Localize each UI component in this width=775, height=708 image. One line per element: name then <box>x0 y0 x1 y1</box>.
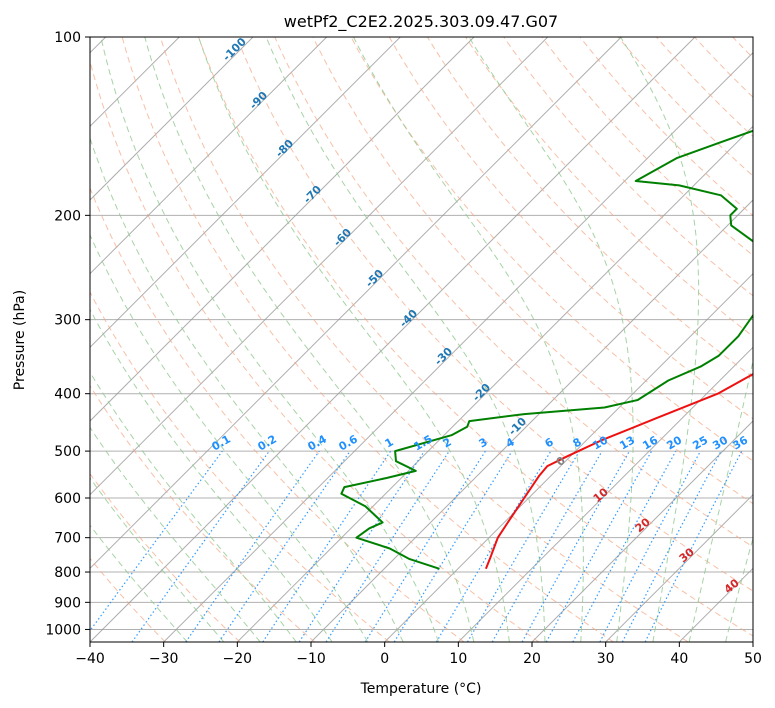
x-tick-label: 20 <box>523 651 541 667</box>
y-tick-label: 700 <box>54 531 81 547</box>
moist-adiabat-line <box>90 233 369 642</box>
moist-adiabat-line <box>353 37 584 642</box>
moist-adiabat-line <box>90 524 188 642</box>
x-tick-label: −10 <box>296 651 326 667</box>
x-tick-label: −40 <box>75 651 105 667</box>
mixing-ratio-line <box>644 450 743 642</box>
y-tick-label: 300 <box>54 313 81 329</box>
moist-adiabat-line <box>144 37 475 642</box>
dry-adiabat-line <box>312 37 753 505</box>
y-tick-label: 900 <box>54 595 81 611</box>
mixing-ratio-line <box>131 450 270 642</box>
isotherm-line <box>90 37 696 642</box>
moist-adiabat-line <box>90 426 261 642</box>
y-tick-label: 1000 <box>45 622 81 638</box>
y-tick-label: 400 <box>54 387 81 403</box>
moist-adiabat-line <box>688 358 753 642</box>
dry-adiabat-line <box>236 37 753 592</box>
moist-adiabat-line <box>265 37 546 642</box>
y-axis-label: Pressure (hPa) <box>12 290 28 390</box>
dewpoint-profile-line <box>340 129 753 570</box>
plot-frame <box>89 36 754 643</box>
dry-adiabat-line <box>465 37 753 338</box>
moist-adiabat-line <box>90 136 404 642</box>
moist-adiabat-line <box>100 37 439 642</box>
moist-adiabat-line <box>620 37 700 642</box>
x-tick-label: 0 <box>380 651 389 667</box>
isotherm-line <box>163 51 753 642</box>
moist-adiabat-line <box>198 37 510 642</box>
isotherm-line <box>605 493 753 642</box>
dry-adiabat-line <box>503 37 753 297</box>
background-lines <box>90 37 753 642</box>
mixing-ratio-line <box>545 450 653 642</box>
y-tick-label: 100 <box>54 30 81 46</box>
x-tick-label: −30 <box>149 651 179 667</box>
x-tick-label: 50 <box>744 651 762 667</box>
isotherm-line <box>90 37 328 275</box>
x-axis: −40 −30 −20 −10 0 10 20 30 40 50 <box>75 642 762 667</box>
y-tick-label: 500 <box>54 444 81 460</box>
isotherm-line <box>310 199 753 642</box>
mixing-ratio-line <box>521 450 631 642</box>
dry-adiabat-line <box>90 384 316 642</box>
dry-adiabat-line <box>90 59 540 642</box>
dry-adiabat-line <box>121 37 614 642</box>
dry-adiabat-line <box>90 472 241 642</box>
dry-adiabat-line <box>426 37 753 379</box>
mixing-ratio-line <box>393 450 513 642</box>
x-tick-label: 40 <box>670 651 688 667</box>
dry-adiabat-line <box>388 37 753 420</box>
x-tick-label: −20 <box>223 651 253 667</box>
dry-adiabat-line <box>90 186 465 642</box>
isotherm-line <box>531 420 753 642</box>
mixing-ratio-line <box>185 450 320 642</box>
dry-adiabat-line <box>90 291 390 642</box>
mixing-ratio-line <box>262 450 392 642</box>
isotherm-line <box>457 346 753 642</box>
isotherm-line <box>90 37 254 201</box>
series-layer <box>340 129 753 570</box>
moist-adiabat-line <box>90 308 333 642</box>
mixing-ratio-line <box>298 450 425 642</box>
y-tick-label: 800 <box>54 565 81 581</box>
dry-adiabat-line <box>274 37 753 548</box>
mixing-ratio-line <box>218 450 351 642</box>
isotherm-line <box>90 37 475 422</box>
isotherm-line <box>384 272 753 642</box>
y-tick-label: 600 <box>54 491 81 507</box>
mixing-ratio-line <box>572 450 677 642</box>
isotherm-line <box>90 37 401 349</box>
isotherm-line <box>90 37 549 496</box>
y-axis: 100 200 300 400 500 600 700 800 900 1000 <box>45 30 90 638</box>
mixing-ratio-line <box>90 450 223 632</box>
moist-adiabat-line <box>90 371 297 642</box>
x-tick-label: 30 <box>597 651 615 667</box>
moist-adiabat-line <box>90 477 225 642</box>
y-tick-label: 200 <box>54 208 81 224</box>
moist-adiabat-line <box>725 536 753 642</box>
chart-title: wetPf2_C2E2.2025.303.09.47.G07 <box>284 12 558 32</box>
isotherm-line <box>236 125 753 642</box>
temperature-profile-line <box>484 373 753 570</box>
dry-adiabat-line <box>159 37 689 642</box>
dry-adiabat-line <box>198 37 753 637</box>
dry-adiabat-line <box>350 37 753 462</box>
x-tick-label: 10 <box>449 651 467 667</box>
isotherm-line <box>90 37 622 570</box>
mixing-ratio-line <box>325 450 450 642</box>
x-axis-label: Temperature (°C) <box>360 681 482 697</box>
